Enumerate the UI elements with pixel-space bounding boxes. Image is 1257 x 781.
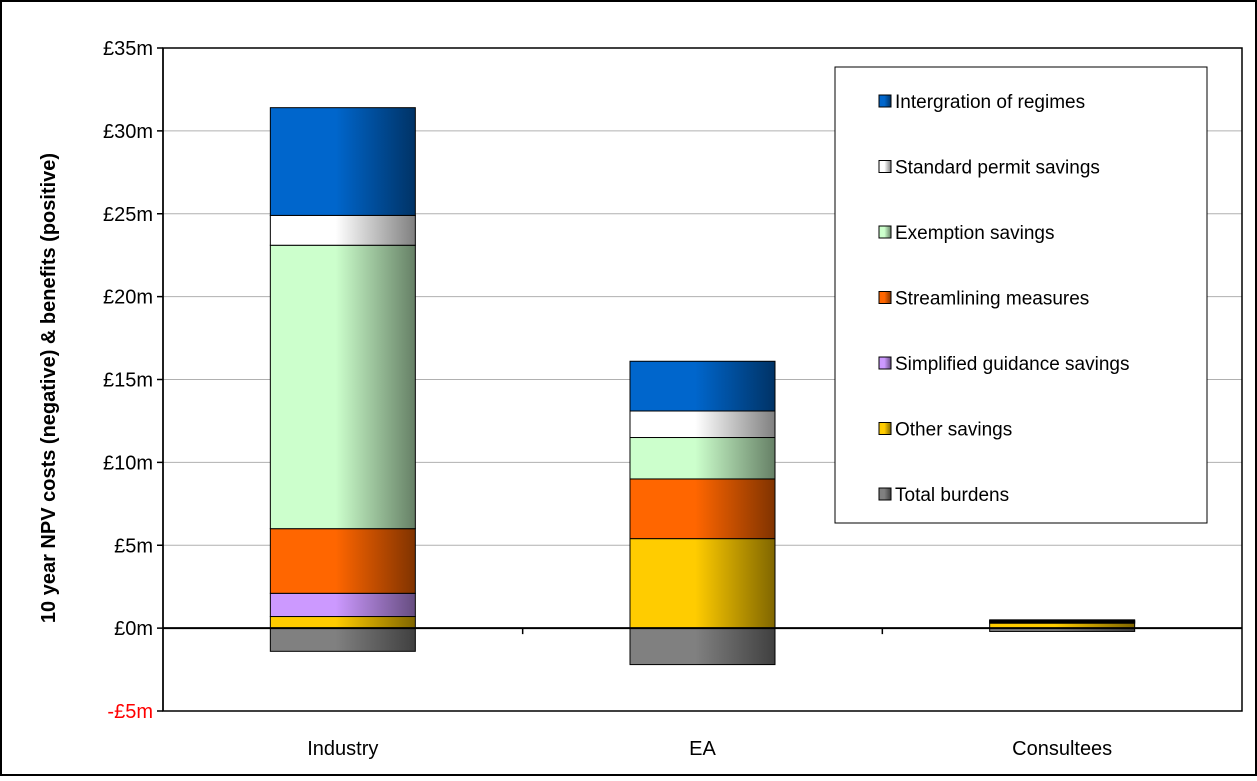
x-category-labels: Industry EA Consultees	[307, 738, 1112, 760]
y-tick-label: -£5m	[107, 701, 153, 723]
legend-label-standard-permit-savings: Standard permit savings	[895, 158, 1100, 179]
legend-label-streamlining-measures: Streamlining measures	[895, 289, 1089, 310]
bar-segment-industry-streamlining-measures	[269, 528, 416, 594]
bar-segment-industry-standard-permit-savings	[269, 214, 416, 246]
bar-segment-ea-standard-permit-savings	[629, 410, 776, 439]
legend-swatch-intergration-of-regimes	[878, 94, 892, 108]
legend: Intergration of regimes Standard permit s…	[834, 66, 1208, 524]
legend-swatch-other-savings	[878, 422, 892, 435]
legend-label-total-burdens: Total burdens	[895, 485, 1009, 506]
bar-segment-industry-other-savings	[269, 616, 416, 629]
legend-swatch-standard-permit-savings	[878, 160, 892, 173]
bar-segment-ea-total-burdens	[629, 627, 776, 666]
y-tick-label: £5m	[114, 535, 153, 557]
legend-swatch-exemption-savings	[878, 225, 892, 239]
legend-label-other-savings: Other savings	[895, 420, 1012, 441]
bar-segment-ea-other-savings	[629, 538, 776, 629]
bar-segment-industry-exemption-savings	[269, 244, 416, 530]
y-tick-label: £20m	[103, 287, 153, 309]
y-tick-label: £25m	[103, 204, 153, 226]
axes	[157, 47, 1243, 712]
legend-label-exemption-savings: Exemption savings	[895, 223, 1054, 244]
bar-segment-industry-total-burdens	[269, 627, 416, 652]
y-tick-labels: -£5m £0m £5m £10m £15m £20m £25m £30m £35m	[103, 38, 153, 723]
legend-label-intergration-of-regimes: Intergration of regimes	[895, 92, 1085, 113]
y-tick-label: £30m	[103, 121, 153, 143]
x-category-label: Consultees	[1012, 738, 1112, 760]
bars	[269, 107, 1136, 666]
legend-swatch-total-burdens	[878, 487, 892, 501]
legend-box	[834, 66, 1208, 524]
legend-swatch-simplified-guidance-savings	[878, 356, 892, 370]
y-tick-label: £0m	[114, 618, 153, 640]
y-tick-label: £10m	[103, 452, 153, 474]
x-category-label: Industry	[307, 738, 378, 760]
y-tick-label: £15m	[103, 370, 153, 392]
bar-segment-ea-exemption-savings	[629, 437, 776, 480]
bar-segment-ea-streamlining-measures	[629, 478, 776, 540]
bar-segment-ea-intergration-of-regimes	[629, 360, 776, 412]
legend-label-simplified-guidance-savings: Simplified guidance savings	[895, 354, 1129, 375]
bar-segment-industry-intergration-of-regimes	[269, 107, 416, 216]
bar-segment-consultees-intergration-of-regimes	[989, 619, 1136, 622]
legend-swatch-streamlining-measures	[878, 291, 892, 304]
y-axis-title: 10 year NPV costs (negative) & benefits …	[38, 153, 60, 623]
bar-segment-industry-simplified-guidance-savings	[269, 592, 416, 618]
x-category-label: EA	[689, 738, 716, 760]
y-tick-label: £35m	[103, 38, 153, 60]
